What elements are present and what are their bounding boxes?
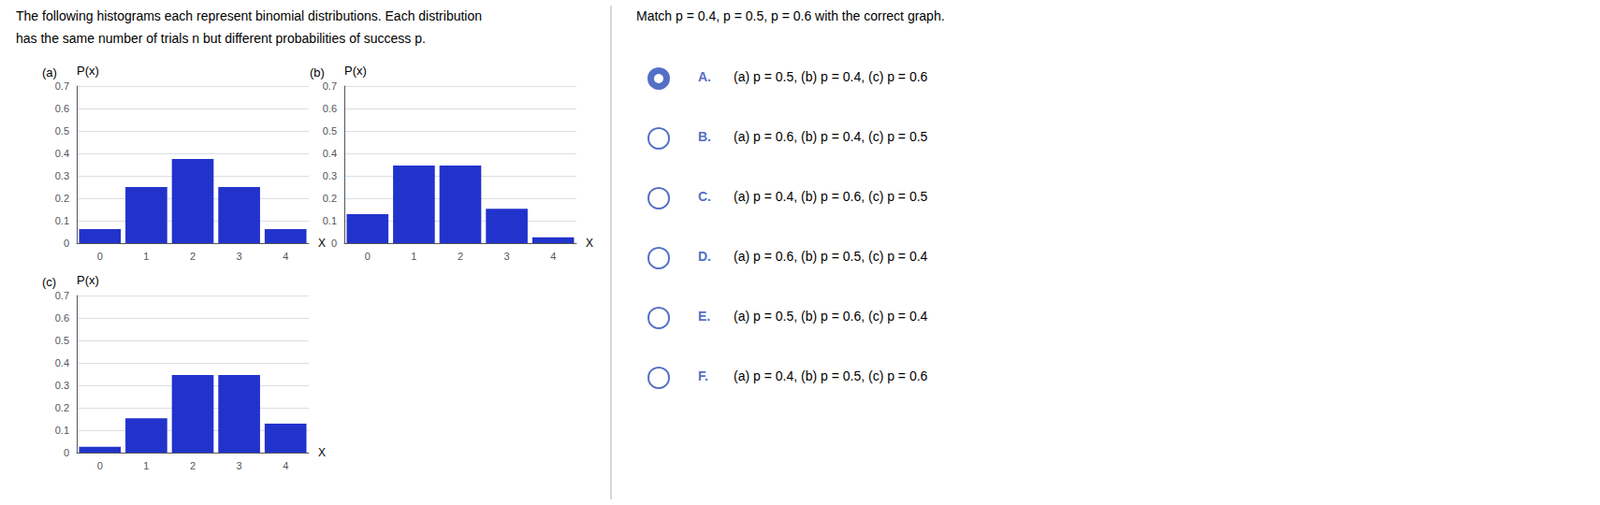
svg-text:0.5: 0.5	[55, 125, 70, 137]
svg-text:4: 4	[550, 250, 556, 262]
svg-text:0: 0	[63, 447, 70, 459]
svg-text:0.5: 0.5	[55, 334, 70, 347]
svg-text:A.: A.	[698, 69, 712, 85]
svg-text:0.1: 0.1	[322, 215, 337, 227]
svg-text:2: 2	[457, 250, 464, 262]
svg-text:0: 0	[97, 250, 103, 262]
svg-text:0.4: 0.4	[55, 147, 70, 160]
svg-text:0.2: 0.2	[55, 192, 70, 204]
svg-text:(c): (c)	[42, 275, 57, 290]
svg-text:(a) p = 0.6, (b) p = 0.5, (c): (a) p = 0.6, (b) p = 0.5, (c) p = 0.4	[733, 248, 929, 264]
svg-text:F.: F.	[698, 368, 709, 384]
svg-text:0.7: 0.7	[322, 80, 337, 92]
svg-text:(a): (a)	[42, 65, 58, 80]
svg-text:0.3: 0.3	[322, 170, 337, 182]
svg-text:D.: D.	[698, 248, 712, 264]
svg-text:P(x): P(x)	[76, 273, 100, 288]
svg-text:E.: E.	[698, 308, 711, 324]
svg-text:0.2: 0.2	[55, 402, 70, 414]
svg-text:X: X	[585, 236, 594, 250]
svg-text:0.4: 0.4	[55, 357, 70, 369]
svg-text:(a) p = 0.4, (b) p = 0.6, (c): (a) p = 0.4, (b) p = 0.6, (c) p = 0.5	[733, 189, 929, 204]
svg-text:X: X	[318, 446, 326, 460]
svg-text:1: 1	[143, 250, 149, 262]
svg-text:0.3: 0.3	[55, 379, 70, 392]
svg-text:0.6: 0.6	[322, 102, 337, 115]
svg-text:0.6: 0.6	[55, 312, 70, 324]
svg-text:0.3: 0.3	[55, 170, 70, 182]
svg-text:P(x): P(x)	[76, 63, 100, 78]
svg-text:0.2: 0.2	[322, 192, 337, 204]
svg-text:1: 1	[143, 460, 149, 472]
svg-text:C.: C.	[698, 189, 712, 204]
svg-text:0.6: 0.6	[55, 102, 70, 115]
svg-text:0.4: 0.4	[322, 147, 337, 160]
svg-text:0.1: 0.1	[55, 424, 70, 437]
svg-text:X: X	[318, 236, 326, 250]
svg-text:4: 4	[282, 460, 289, 472]
svg-text:2: 2	[189, 460, 196, 472]
svg-text:2: 2	[189, 250, 196, 262]
svg-text:3: 3	[236, 460, 243, 472]
svg-text:(a) p = 0.4, (b) p = 0.5, (c): (a) p = 0.4, (b) p = 0.5, (c) p = 0.6	[733, 368, 929, 384]
svg-text:0.1: 0.1	[55, 215, 70, 227]
svg-text:Match p = 0.4, p = 0.5, p = 0.: Match p = 0.4, p = 0.5, p = 0.6 with the…	[636, 8, 946, 24]
svg-text:0: 0	[364, 250, 371, 262]
svg-text:0.5: 0.5	[322, 125, 337, 137]
svg-text:(b): (b)	[309, 65, 325, 80]
svg-text:(a) p = 0.5, (b) p = 0.6, (c): (a) p = 0.5, (b) p = 0.6, (c) p = 0.4	[733, 308, 929, 324]
svg-text:3: 3	[236, 250, 243, 262]
svg-text:3: 3	[504, 250, 510, 262]
svg-text:(a) p = 0.5, (b) p = 0.4, (c): (a) p = 0.5, (b) p = 0.4, (c) p = 0.6	[733, 69, 929, 85]
svg-text:0.7: 0.7	[55, 80, 70, 92]
svg-text:0.7: 0.7	[55, 290, 70, 302]
svg-text:has the same number of trials: has the same number of trials n but diff…	[15, 30, 426, 46]
svg-text:4: 4	[282, 250, 289, 262]
svg-text:1: 1	[410, 250, 417, 262]
svg-text:0: 0	[331, 237, 337, 249]
svg-text:0: 0	[97, 460, 103, 472]
svg-text:The following histograms each: The following histograms each represent …	[15, 8, 482, 24]
svg-text:P(x): P(x)	[344, 63, 367, 78]
svg-text:(a) p = 0.6, (b) p = 0.4, (c): (a) p = 0.6, (b) p = 0.4, (c) p = 0.5	[733, 129, 929, 145]
svg-text:B.: B.	[698, 129, 712, 145]
svg-text:0: 0	[63, 237, 70, 249]
